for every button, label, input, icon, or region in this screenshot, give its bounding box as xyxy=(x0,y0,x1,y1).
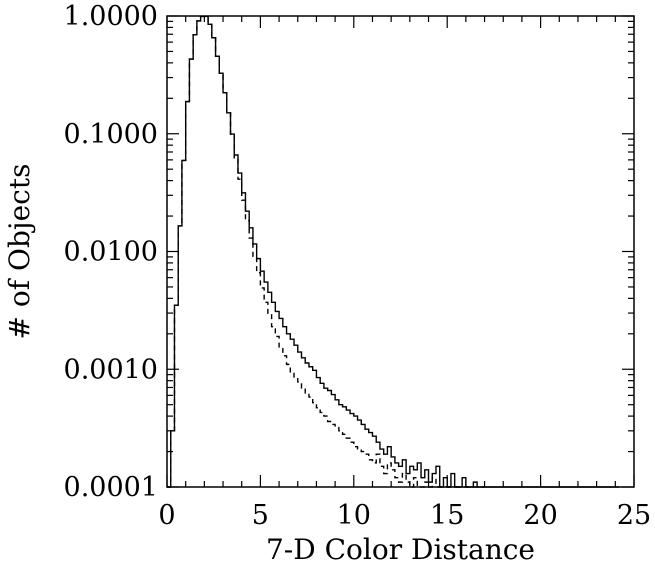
x-tick-label: 0 xyxy=(158,500,175,531)
dashed-series-line xyxy=(167,15,485,488)
y-tick-label: 0.1000 xyxy=(64,119,158,150)
y-tick-label: 0.0100 xyxy=(64,237,158,268)
x-tick-label: 20 xyxy=(523,500,557,531)
y-axis-label: # of Objects xyxy=(3,164,36,340)
y-tick-label: 0.0001 xyxy=(64,472,158,503)
plot-frame xyxy=(166,15,635,488)
y-tick-label: 1.0000 xyxy=(64,1,158,32)
y-tick-label: 0.0010 xyxy=(64,354,158,385)
x-tick-label: 10 xyxy=(337,500,371,531)
x-axis-label: 7-D Color Distance xyxy=(266,533,535,562)
x-tick-label: 5 xyxy=(252,500,269,531)
x-tick-label: 15 xyxy=(430,500,464,531)
tick-labels: 0 5 10 15 20 25 0.0001 0.0010 0.0100 0.1000 1.0000 xyxy=(64,1,652,531)
x-tick-label: 25 xyxy=(617,500,651,531)
plot-lines xyxy=(167,15,620,488)
solid-series-line xyxy=(167,15,620,488)
axis-ticks xyxy=(166,15,635,488)
